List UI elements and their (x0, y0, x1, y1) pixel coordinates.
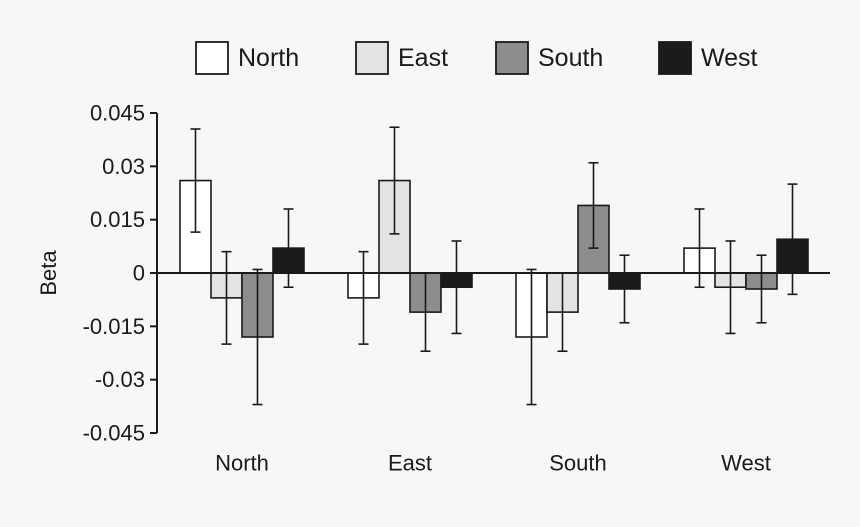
error-bar (756, 254, 767, 324)
error-bar (526, 268, 537, 406)
legend-label: West (701, 44, 758, 72)
legend-swatch (495, 41, 529, 75)
legend-item-south: South (495, 41, 603, 75)
y-tick-label: -0.015 (83, 314, 145, 339)
error-bar (221, 250, 232, 345)
error-bar (451, 240, 462, 335)
category-label-north: North (215, 451, 269, 476)
y-tick-label: 0.015 (90, 207, 145, 232)
y-axis-label: Beta (36, 250, 61, 296)
y-tick-label: -0.03 (95, 367, 145, 392)
error-bar (358, 250, 369, 345)
error-bar (588, 161, 599, 249)
error-bar (190, 128, 201, 233)
error-bar (694, 208, 705, 289)
y-tick-label: 0.045 (90, 101, 145, 126)
y-tick-label: 0 (133, 261, 145, 286)
error-bar (389, 126, 400, 235)
category-label-south: South (549, 451, 607, 476)
bars (179, 179, 809, 338)
legend-item-west: West (658, 41, 758, 75)
error-bar (787, 183, 798, 296)
legend-item-north: North (195, 41, 299, 75)
legend-label: East (398, 44, 448, 72)
legend-item-east: East (355, 41, 448, 75)
legend: North East South West (195, 41, 758, 75)
legend-swatch (658, 41, 692, 75)
error-bar (252, 268, 263, 406)
y-axis: 0.045 0.03 0.015 0 -0.015 -0.03 -0.045 (83, 101, 158, 446)
error-bar (725, 240, 736, 335)
category-label-east: East (388, 451, 432, 476)
legend-swatch (195, 41, 229, 75)
category-label-west: West (721, 451, 771, 476)
y-tick-label: -0.045 (83, 421, 145, 446)
legend-label: North (238, 44, 299, 72)
legend-label: South (538, 44, 603, 72)
error-bars (190, 126, 798, 406)
y-tick-label: 0.03 (102, 154, 145, 179)
legend-swatch (355, 41, 389, 75)
error-bar (283, 208, 294, 289)
error-bar (619, 254, 630, 324)
category-labels: North East South West (215, 451, 771, 476)
